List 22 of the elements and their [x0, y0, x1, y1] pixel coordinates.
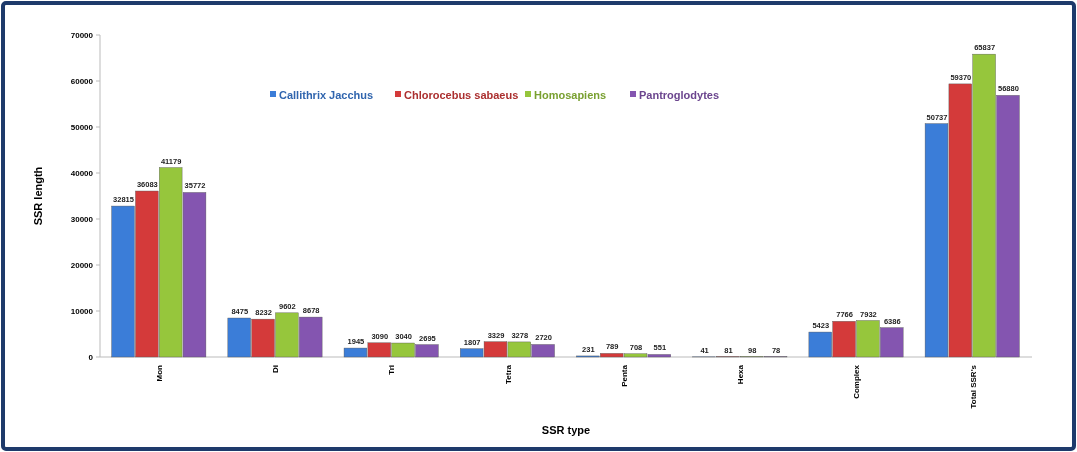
- x-tick-label: Hexa: [736, 364, 746, 385]
- legend-label: Chlorocebus sabaeus: [404, 88, 519, 101]
- x-tick-label: Total SSR's: [968, 364, 978, 409]
- y-tick-label: 20000: [70, 260, 94, 270]
- y-tick-label: 50000: [70, 122, 94, 132]
- x-tick-label: Mon: [155, 364, 165, 382]
- y-tick-label: 10000: [70, 306, 94, 316]
- y-tick-label: 70000: [70, 30, 94, 40]
- x-tick-label: Complex: [852, 364, 862, 399]
- x-tick-label: Penta: [619, 364, 629, 387]
- legend-label: Pantroglodytes: [639, 88, 720, 101]
- y-tick-label: 0: [88, 352, 94, 362]
- legend-label: Homosapiens: [534, 88, 607, 101]
- legend-label: Callithrix Jacchus: [279, 88, 374, 101]
- y-tick-label: 60000: [70, 76, 94, 86]
- y-tick-label: 30000: [70, 214, 94, 224]
- x-axis-title: SSR type: [541, 424, 591, 436]
- x-tick-label: Di: [271, 365, 281, 373]
- x-tick-label: Tri: [387, 365, 397, 375]
- x-tick-label: Tetra: [503, 364, 513, 384]
- y-axis-title: SSR length: [32, 166, 44, 226]
- y-tick-label: 40000: [70, 168, 94, 178]
